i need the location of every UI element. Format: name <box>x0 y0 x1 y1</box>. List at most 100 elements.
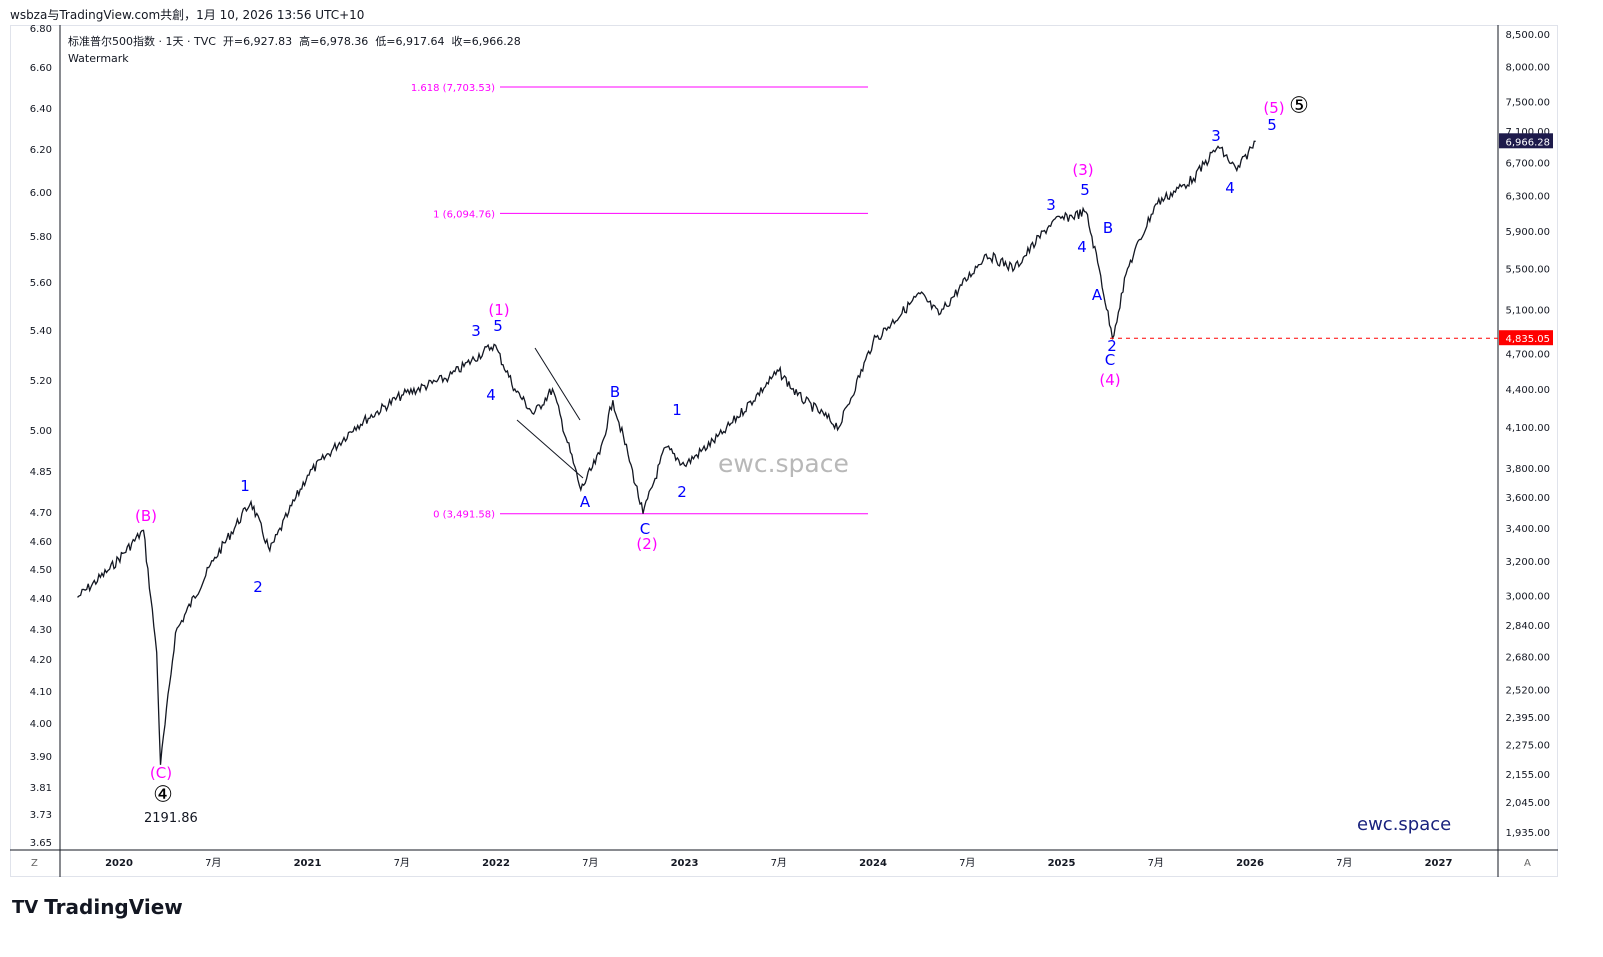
right-axis-tick: 8,500.00 <box>1505 30 1550 41</box>
right-axis-tick: 3,000.00 <box>1505 592 1550 603</box>
low-price-label: 2191.86 <box>144 811 198 826</box>
wave-label: (2) <box>636 535 658 553</box>
time-axis-tick: 2023 <box>671 858 699 869</box>
right-axis-tick: 2,155.00 <box>1505 770 1550 781</box>
left-axis-tick: 4.50 <box>30 565 52 576</box>
wave-label: 5 <box>1080 181 1090 199</box>
wave-label: 4 <box>1077 238 1087 256</box>
time-axis-tick: 2020 <box>105 858 133 869</box>
time-axis-tick: 7月 <box>771 857 787 869</box>
time-axis-tick: 2022 <box>482 858 510 869</box>
right-axis-tick: 3,400.00 <box>1505 524 1550 535</box>
left-axis-tick: 5.80 <box>30 232 52 243</box>
auto-scale-button[interactable]: A <box>1524 858 1531 869</box>
time-axis-tick: 7月 <box>1148 857 1164 869</box>
time-axis-tick: 2024 <box>859 858 887 869</box>
left-axis-tick: 3.81 <box>30 783 52 794</box>
left-axis-tick: 4.20 <box>30 655 52 666</box>
left-axis-tick: 4.40 <box>30 594 52 605</box>
wave-label: 2 <box>677 483 687 501</box>
wedge-lower-trendline <box>516 419 584 479</box>
last-price-badge <box>1499 133 1553 149</box>
right-axis-tick: 4,100.00 <box>1505 423 1550 434</box>
chart-legend: 标准普尔500指数 · 1天 · TVC 开=6,927.83 高=6,978.… <box>68 33 521 67</box>
time-axis-tick: 2025 <box>1048 858 1076 869</box>
right-axis-tick: 7,100.00 <box>1505 127 1550 138</box>
left-axis-tick: 5.40 <box>30 326 52 337</box>
left-axis-tick: 3.65 <box>30 838 52 849</box>
right-axis-tick: 2,520.00 <box>1505 686 1550 697</box>
left-axis-tick: 4.00 <box>30 719 52 730</box>
wave-label: B <box>1102 219 1114 237</box>
left-axis-tick: 5.00 <box>30 426 52 437</box>
right-axis-tick: 1,935.00 <box>1505 828 1550 839</box>
fib-level-label: 1 (6,094.76) <box>433 209 495 220</box>
wave-label: 2 <box>1107 337 1117 355</box>
left-axis-tick: 5.20 <box>30 376 52 387</box>
wave-label: ④ <box>153 782 173 808</box>
left-axis-tick: 6.60 <box>30 63 52 74</box>
close-value: 收=6,966.28 <box>451 35 521 48</box>
left-axis-tick: 6.00 <box>30 188 52 199</box>
high-value: 高=6,978.36 <box>299 35 369 48</box>
time-axis-tick: 2026 <box>1236 858 1264 869</box>
open-value: 开=6,927.83 <box>222 35 293 48</box>
wave-label: (4) <box>1099 371 1121 389</box>
watermark-indicator-label: Watermark <box>68 52 129 65</box>
time-axis-tick: 7月 <box>582 857 598 869</box>
wave-label: 5 <box>493 317 503 335</box>
tradingview-logo[interactable]: 𝗧𝗩 TradingView <box>12 895 183 919</box>
wave-label: 5 <box>1267 116 1277 134</box>
time-axis-tick: 7月 <box>959 857 975 869</box>
left-axis-tick: 6.40 <box>30 104 52 115</box>
right-axis-tick: 8,000.00 <box>1505 63 1550 74</box>
wave-label: (B) <box>135 507 157 525</box>
wave-label: 3 <box>1211 127 1221 145</box>
wave-label: A <box>579 493 591 511</box>
fib-level-label: 0 (3,491.58) <box>433 510 495 521</box>
wave-label: 3 <box>471 322 481 340</box>
wave-label: (3) <box>1072 161 1094 179</box>
right-axis-tick: 2,840.00 <box>1505 621 1550 632</box>
symbol-title: 标准普尔500指数 · 1天 · TVC <box>68 35 216 48</box>
right-axis-tick: 2,045.00 <box>1505 798 1550 809</box>
wave-label: (C) <box>149 764 173 782</box>
brand-name: TradingView <box>44 895 183 919</box>
right-axis-tick: 5,500.00 <box>1505 265 1550 276</box>
wave-label: 1 <box>240 477 250 495</box>
marker-price-label: 4,835.05 <box>1505 334 1550 345</box>
log-toggle-button[interactable]: Z <box>31 858 38 869</box>
left-axis-tick: 6.80 <box>30 24 52 35</box>
right-axis-tick: 5,100.00 <box>1505 305 1550 316</box>
right-axis-tick: 3,600.00 <box>1505 493 1550 504</box>
left-axis-tick: 6.20 <box>30 145 52 156</box>
right-axis-tick: 4,700.00 <box>1505 349 1550 360</box>
price-series-line <box>77 140 1256 765</box>
right-axis-tick: 3,800.00 <box>1505 464 1550 475</box>
left-axis-tick: 5.60 <box>30 278 52 289</box>
chart-caption: wsbza与TradingView.com共創，1月 10, 2026 13:5… <box>10 8 365 22</box>
wave-label: ⑤ <box>1289 93 1309 119</box>
wedge-upper-trendline <box>534 347 581 421</box>
left-axis-tick: 4.85 <box>30 467 52 478</box>
low-value: 低=6,917.64 <box>375 35 445 48</box>
wave-label: 1 <box>672 401 682 419</box>
right-axis-tick: 5,900.00 <box>1505 227 1550 238</box>
time-axis-tick: 7月 <box>205 857 221 869</box>
wave-label: 4 <box>486 386 496 404</box>
left-axis-tick: 4.10 <box>30 687 52 698</box>
marker-price-badge <box>1499 330 1553 346</box>
wave-label: (5) <box>1263 99 1285 117</box>
left-axis-tick: 3.73 <box>30 810 52 821</box>
right-axis-tick: 2,275.00 <box>1505 741 1550 752</box>
wave-label: 4 <box>1225 179 1235 197</box>
last-price-label: 6,966.28 <box>1505 137 1550 148</box>
left-axis-tick: 4.30 <box>30 625 52 636</box>
right-axis-tick: 6,700.00 <box>1505 158 1550 169</box>
time-axis-tick: 2027 <box>1425 858 1453 869</box>
right-axis-tick: 4,400.00 <box>1505 385 1550 396</box>
wave-label: A <box>1091 286 1103 304</box>
left-axis-tick: 4.60 <box>30 537 52 548</box>
wave-label: 3 <box>1046 196 1056 214</box>
